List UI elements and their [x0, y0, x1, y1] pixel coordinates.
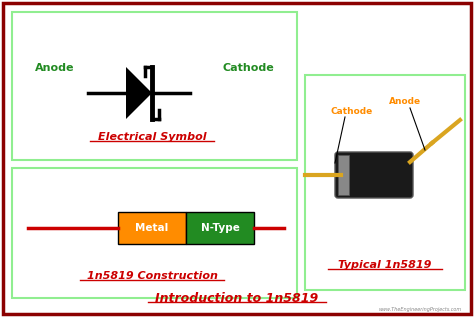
Text: Anode: Anode: [35, 63, 75, 73]
Text: Metal: Metal: [136, 223, 169, 233]
Bar: [305, 75, 465, 290]
Text: Typical 1n5819: Typical 1n5819: [338, 260, 432, 270]
Text: Electrical Symbol: Electrical Symbol: [98, 132, 206, 142]
FancyBboxPatch shape: [335, 152, 413, 198]
Bar: [338, 155, 349, 195]
Bar: [12, 12, 297, 160]
Text: N-Type: N-Type: [201, 223, 239, 233]
Bar: [186, 212, 254, 244]
Text: Anode: Anode: [389, 98, 421, 107]
Bar: [118, 212, 186, 244]
Text: Cathode: Cathode: [222, 63, 274, 73]
Text: 1n5819 Construction: 1n5819 Construction: [87, 271, 218, 281]
Text: www.TheEngineeringProjects.com: www.TheEngineeringProjects.com: [379, 307, 462, 313]
Text: Cathode: Cathode: [331, 107, 373, 117]
Text: Introduction to 1n5819: Introduction to 1n5819: [155, 292, 319, 305]
Polygon shape: [126, 67, 152, 119]
Bar: [12, 168, 297, 298]
